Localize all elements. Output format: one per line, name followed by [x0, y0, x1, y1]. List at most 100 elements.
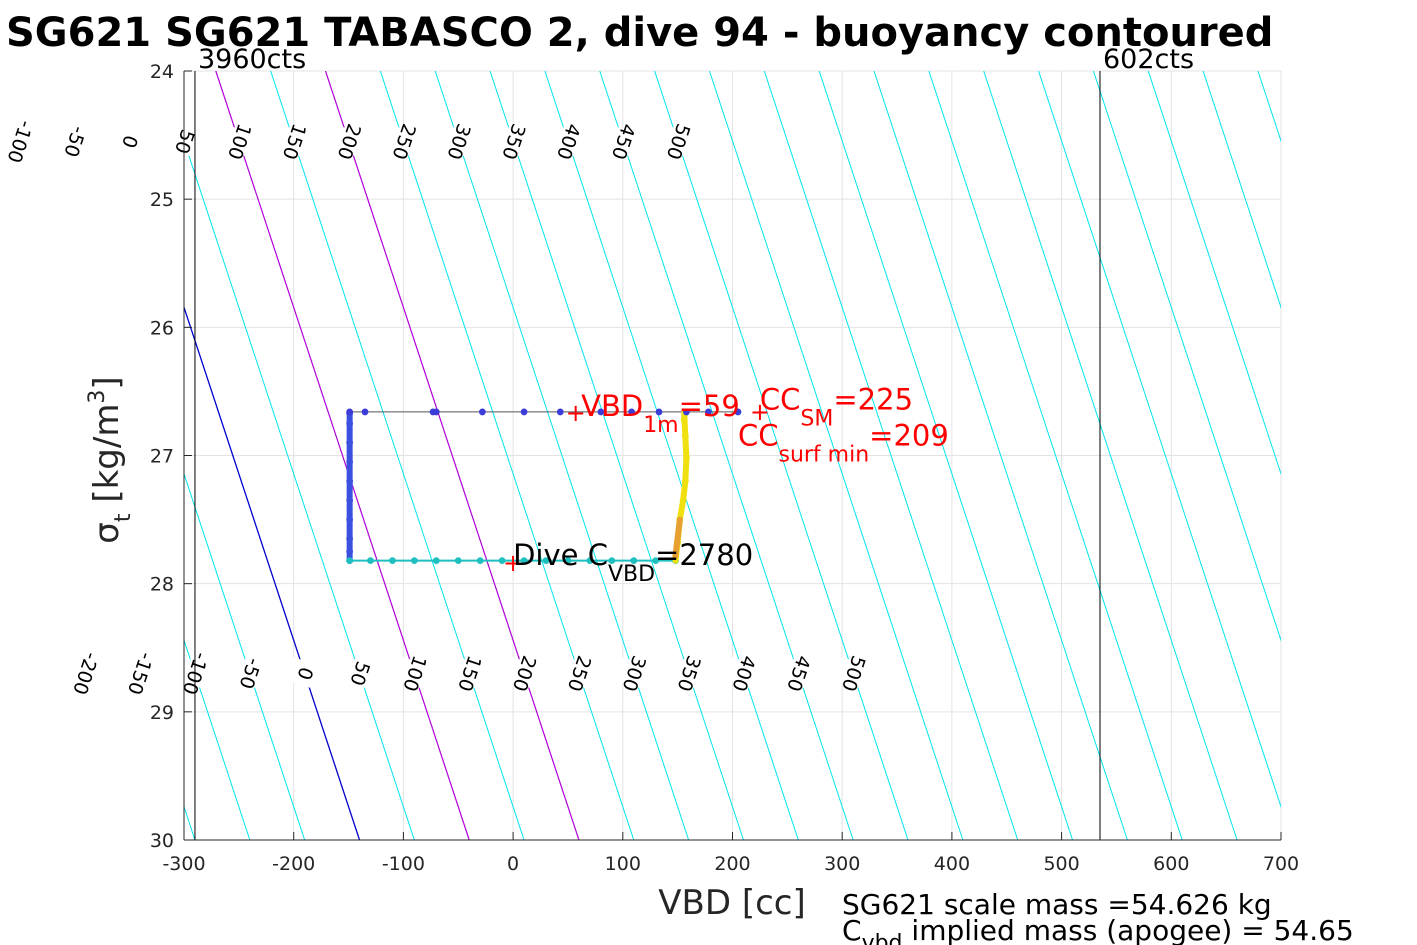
y-tick-label-5: 29 — [150, 702, 174, 724]
contour-line-21 — [599, 71, 854, 840]
contour-label-bg-bottom-3 — [223, 654, 277, 693]
contour-label-bg-bottom-12 — [716, 654, 770, 693]
footer-implied-mass-rest: implied mass (apogee) = 54.65 — [903, 914, 1354, 945]
contour-line-12 — [184, 305, 361, 840]
series-point-bottom-9 — [542, 557, 550, 564]
contour-label-bg-top-14 — [431, 122, 485, 161]
series-point-bottom-5 — [454, 557, 462, 564]
series-point-dive-2 — [346, 439, 354, 447]
series-point-climb-4 — [681, 477, 689, 485]
series-point-surface-11 — [704, 408, 712, 416]
annotation-0-sub: 1m — [643, 413, 678, 438]
series-point-surface-10 — [683, 408, 690, 416]
y-axis-label-sup: 3 — [85, 390, 110, 404]
buoyancy-contours — [184, 71, 1281, 840]
contour-label-bg-top-17 — [596, 122, 650, 161]
y-tick-label-4: 28 — [150, 574, 174, 596]
contour-label-bg-bottom-6 — [387, 654, 441, 693]
footer-cvbd-sub: vbd — [862, 931, 903, 945]
x-tick-label-2: -100 — [382, 853, 425, 875]
vbd-limit-label-0: 3960cts — [198, 44, 306, 75]
x-tick-label-1: -200 — [272, 853, 315, 875]
vbd-limit-lines: 3960cts 602cts — [194, 44, 1194, 840]
contour-line-22 — [654, 71, 909, 840]
annotation-1-main: CC — [760, 383, 801, 417]
contour-line-27 — [928, 71, 1183, 840]
series-point-climb-5 — [683, 454, 690, 462]
x-axis-label: VBD [cc] — [658, 883, 806, 923]
contour-label-bg-bottom-8 — [497, 654, 551, 693]
climb-accent — [672, 516, 683, 559]
x-tick-label-5: 200 — [714, 853, 750, 875]
series-point-bottom-14 — [652, 557, 660, 564]
series-point-bottom-8 — [520, 557, 528, 564]
contour-labels: -400-350-300-250-200-150-100-50050100150… — [0, 118, 880, 697]
x-tick-label-7: 400 — [934, 853, 970, 875]
contour-line-17 — [379, 71, 635, 840]
contour-label-bg-top-10 — [212, 122, 266, 161]
contour-line-28 — [983, 71, 1238, 840]
contour-line-20 — [544, 71, 799, 840]
y-tick-label-3: 27 — [150, 446, 174, 468]
y-axis-label-units: [kg/m — [87, 404, 127, 514]
contour-line-26 — [873, 71, 1128, 840]
series-point-surface-6 — [556, 408, 564, 416]
marker-0: + — [566, 399, 586, 427]
series-point-surface-8 — [628, 408, 635, 416]
contour-label-bg-top-7 — [47, 122, 102, 161]
annotation-0-value: =59 — [679, 389, 740, 423]
vbd-limit-label-1: 602cts — [1103, 44, 1194, 75]
series-point-surface-12 — [734, 408, 742, 416]
contour-label-bg-bottom-1 — [113, 654, 167, 693]
series-point-bottom-12 — [608, 557, 616, 564]
contour-line-19 — [489, 71, 744, 840]
annotation-2-sub: surf min — [778, 443, 869, 468]
y-axis-label-sub: t — [111, 513, 136, 522]
y-axis-label: σt [kg/m3] — [85, 376, 136, 543]
series-point-bottom-6 — [476, 557, 484, 564]
x-tick-label-10: 700 — [1263, 853, 1299, 875]
x-tick-label-0: -300 — [162, 853, 205, 875]
contour-line-16 — [324, 71, 580, 840]
contour-line-32 — [1202, 71, 1281, 309]
series-point-bottom-1 — [367, 557, 374, 564]
series-point-climb-7 — [680, 416, 688, 424]
y-tick-label-0: 24 — [150, 61, 174, 83]
contour-line-15 — [270, 71, 525, 840]
y-tick-label-6: 30 — [150, 830, 174, 852]
contour-line-24 — [763, 71, 1019, 840]
contour-line-14 — [215, 71, 470, 840]
series-point-surface-3 — [432, 408, 440, 416]
series-point-bottom-4 — [432, 557, 440, 564]
series-point-climb-6 — [681, 432, 689, 440]
y-axis-label-main: σ — [87, 522, 127, 544]
contour-label-bg-top-15 — [486, 122, 540, 161]
contour-label-bg-top-13 — [377, 122, 431, 161]
y-axis-label-close: ] — [87, 376, 127, 389]
series-point-bottom-2 — [389, 557, 396, 564]
contour-line-13 — [184, 139, 415, 840]
series-point-bottom-7 — [498, 557, 506, 564]
contour-label-bg-bottom-14 — [826, 654, 880, 693]
contour-line-31 — [1147, 71, 1281, 476]
series-point-dive-6 — [346, 516, 354, 523]
contour-label-bg-top-12 — [322, 122, 376, 161]
chart-title: SG621 SG621 TABASCO 2, dive 94 - buoyanc… — [6, 10, 1273, 56]
annotation-1: CCSM=225 — [760, 383, 913, 432]
contour-label-bg-top-18 — [651, 122, 705, 161]
footer-cvbd: C — [842, 914, 862, 945]
contour-label-bg-bottom-9 — [552, 654, 606, 693]
contour-label-bg-bottom-13 — [771, 654, 825, 693]
contour-label-bg-bottom-0 — [58, 654, 112, 693]
contour-line-11 — [184, 472, 306, 840]
contour-line-18 — [434, 71, 690, 840]
contour-label-bg-top-16 — [541, 122, 595, 161]
contour-line-25 — [818, 71, 1074, 840]
contour-line-29 — [1038, 71, 1281, 809]
x-tick-label-9: 600 — [1153, 853, 1189, 875]
annotation-2: CCsurf min=209 — [738, 419, 949, 468]
series-point-surface-9 — [655, 408, 663, 416]
contour-label-bg-bottom-7 — [442, 654, 496, 693]
series-point-dive-3 — [346, 458, 354, 466]
